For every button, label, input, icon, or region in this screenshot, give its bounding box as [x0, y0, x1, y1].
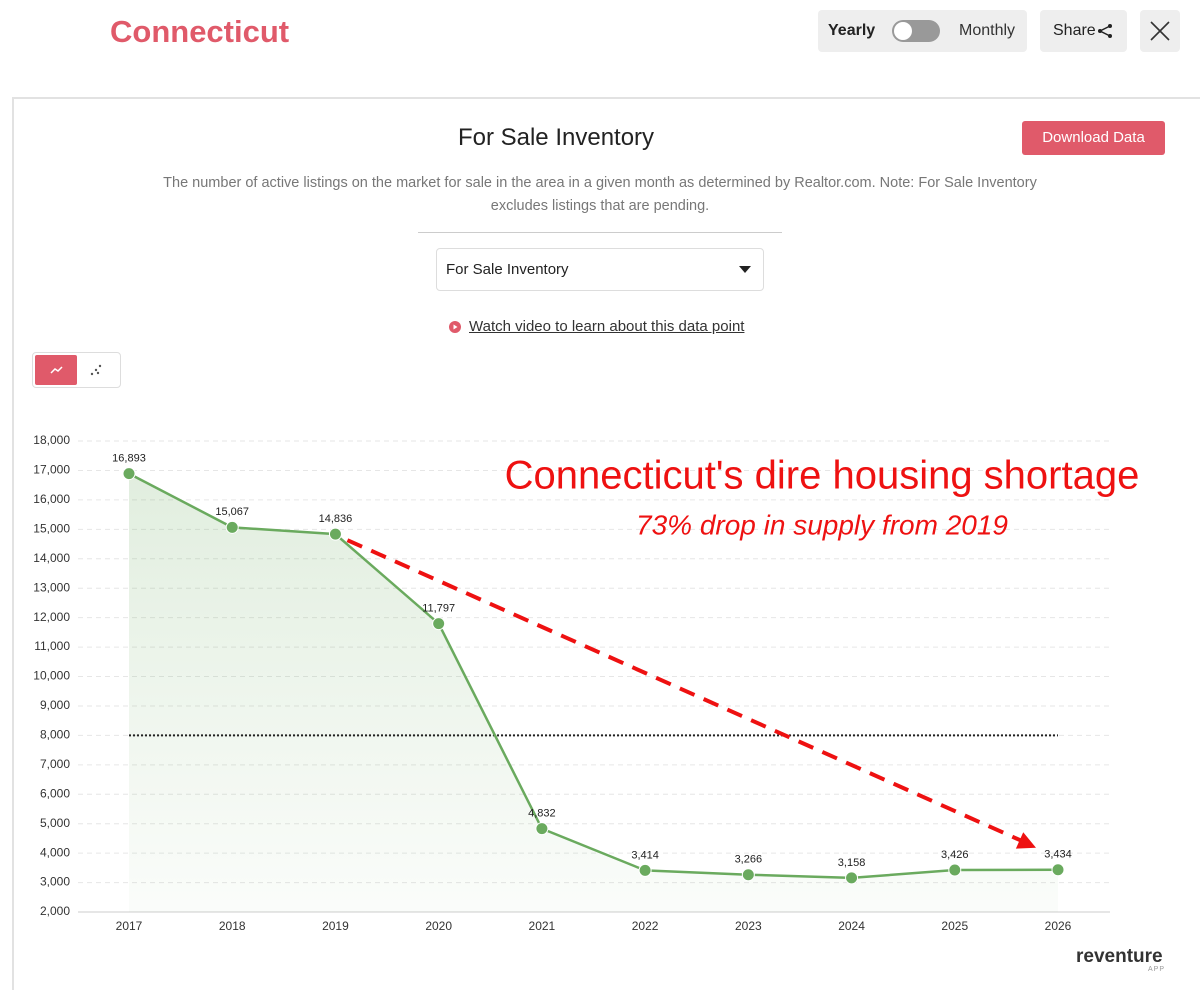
line: [128, 472, 1059, 880]
y-tick-label: 15,000: [33, 521, 70, 535]
data-point: [1051, 863, 1065, 877]
data-point: [948, 863, 962, 877]
y-tick-label: 9,000: [40, 698, 70, 712]
y-tick-label: 18,000: [33, 433, 70, 447]
y-tick-label: 6,000: [40, 786, 70, 800]
y-tick-label: 3,000: [40, 875, 70, 889]
download-button[interactable]: Download Data: [1022, 121, 1165, 155]
data-label: 3,266: [735, 854, 763, 866]
x-tick-label: 2022: [632, 919, 659, 933]
annotation-subtitle: 73% drop in supply from 2019: [636, 509, 1008, 540]
data-point: [845, 871, 859, 885]
toggle-label[interactable]: Monthly: [959, 22, 1016, 39]
data-point: [328, 527, 342, 541]
line-chart-button[interactable]: [35, 355, 77, 385]
x-tick-label: 2017: [116, 919, 143, 933]
card-description: The number of active listings on the mar…: [163, 175, 1037, 214]
data-label: 4,832: [528, 808, 556, 820]
y-tick-label: 13,000: [33, 580, 70, 594]
y-tick-label: 12,000: [33, 610, 70, 624]
data-point: [122, 467, 136, 481]
y-tick-label: 7,000: [40, 757, 70, 771]
data-label: 15,067: [215, 506, 249, 518]
y-tick-label: 10,000: [33, 669, 70, 683]
brand-sub: APP: [1148, 966, 1166, 973]
data-point: [535, 822, 549, 836]
data-label: 3,414: [631, 849, 659, 861]
dropdown-label: For Sale Inventory: [446, 261, 569, 278]
x-tick-label: 2023: [735, 919, 762, 933]
close-button[interactable]: [1140, 10, 1180, 52]
y-tick-label: 14,000: [33, 551, 70, 565]
data-label: 3,434: [1044, 849, 1072, 861]
annotation-title: Connecticut's dire housing shortage: [505, 454, 1140, 498]
x-tick-label: 2026: [1045, 919, 1072, 933]
metric-dropdown[interactable]: For Sale Inventory: [436, 248, 764, 291]
data-point: [225, 520, 239, 534]
toggle-switch[interactable]: [892, 20, 940, 42]
x-tick-label: 2018: [219, 919, 246, 933]
x-tick-label: 2024: [838, 919, 865, 933]
x-tick-label: 2020: [425, 919, 452, 933]
x-tick-label: 2021: [529, 919, 556, 933]
period-toggle: Yearly Monthly: [818, 10, 1027, 52]
share-label: Share: [1053, 22, 1096, 39]
page-title: Connecticut: [110, 14, 290, 49]
data-point: [638, 863, 652, 877]
video-link[interactable]: Watch video to learn about this data poi…: [469, 318, 745, 335]
x-tick-label: 2025: [941, 919, 968, 933]
data-label: 11,797: [422, 603, 455, 615]
area: [129, 473, 1058, 912]
y-tick-label: 5,000: [40, 816, 70, 830]
annotation-arrow: [346, 538, 1027, 845]
share-icon: [1098, 24, 1112, 38]
annotation-arrowhead: [1015, 832, 1036, 849]
chart-type-switch: [32, 352, 121, 388]
data-point: [432, 617, 446, 631]
dropdown-caret: [739, 266, 751, 273]
y-tick-label: 17,000: [33, 463, 70, 477]
share-button[interactable]: Share: [1040, 10, 1127, 52]
y-tick-label: 4,000: [40, 845, 70, 859]
y-tick-label: 2,000: [40, 904, 70, 918]
card-title: For Sale Inventory: [457, 124, 655, 151]
data-label: 16,893: [112, 452, 146, 464]
card: [12, 97, 1200, 990]
data-point: [741, 868, 755, 882]
x-tick-label: 2019: [322, 919, 349, 933]
data-label: 3,426: [941, 849, 969, 861]
y-tick-label: 11,000: [34, 639, 70, 653]
y-tick-label: 8,000: [40, 728, 70, 742]
y-tick-label: 16,000: [33, 492, 70, 506]
play-icon: [449, 321, 461, 333]
toggle-label[interactable]: Yearly: [828, 22, 876, 39]
toggle-knob: [894, 22, 912, 40]
close-icon: [1150, 21, 1170, 41]
data-label: 14,836: [319, 513, 353, 525]
scatter-chart-button[interactable]: [87, 361, 105, 379]
brand-logo: reventure: [1076, 946, 1163, 967]
data-label: 3,158: [838, 857, 866, 869]
separator: [418, 232, 782, 233]
